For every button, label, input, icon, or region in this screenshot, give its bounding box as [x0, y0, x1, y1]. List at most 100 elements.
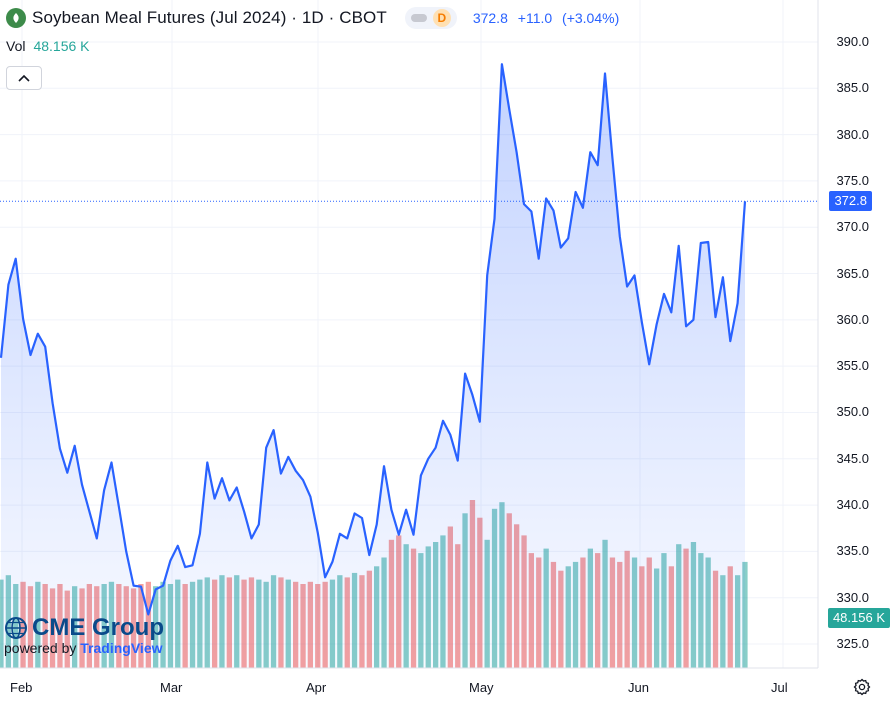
price-point [508, 109, 510, 111]
price-point [339, 533, 341, 535]
price-point [744, 200, 746, 202]
price-point [74, 445, 76, 447]
price-tick-label: 370.0 [836, 219, 869, 235]
price-point [15, 258, 17, 260]
price-point [250, 537, 252, 539]
price-point [626, 286, 628, 288]
time-tick-label: Jun [628, 680, 649, 695]
price-tick-label: 355.0 [836, 358, 869, 374]
price-point [663, 293, 665, 295]
price-point [634, 274, 636, 276]
price-point [656, 323, 658, 325]
volume-tag: 48.156 K [827, 608, 890, 628]
price-point [597, 164, 599, 166]
price-point [516, 151, 518, 153]
price-point [192, 564, 194, 566]
price-point [737, 302, 739, 304]
symbol-title[interactable]: Soybean Meal Futures (Jul 2024) · 1D · C… [32, 8, 387, 27]
price-change-percent: (+3.04%) [562, 10, 620, 26]
gear-icon [853, 678, 871, 696]
chevron-up-icon [18, 74, 30, 82]
time-tick-label: Apr [306, 680, 327, 695]
price-tick-label: 340.0 [836, 497, 869, 513]
price-point [199, 533, 201, 535]
tradingview-brand[interactable]: TradingView [80, 640, 163, 656]
price-point [295, 470, 297, 472]
time-tick-label: Jul [771, 680, 788, 695]
price-point [221, 477, 223, 479]
price-point [619, 235, 621, 237]
price-point [538, 258, 540, 260]
price-point [413, 534, 415, 536]
powered-by-text: powered by [4, 640, 77, 656]
price-point [604, 72, 606, 74]
price-point [169, 560, 171, 562]
price-point [457, 460, 459, 462]
price-point [59, 448, 61, 450]
price-tick-label: 375.0 [836, 172, 869, 188]
market-status-pill[interactable]: D [404, 7, 457, 29]
price-point [331, 561, 333, 563]
price-point [464, 373, 466, 375]
price-point [398, 534, 400, 536]
soybean-logo-icon [6, 8, 26, 28]
price-point [582, 207, 584, 209]
price-point [81, 484, 83, 486]
price-point [722, 276, 724, 278]
price-point [700, 242, 702, 244]
price-point [678, 245, 680, 247]
price-point [273, 429, 275, 431]
price-point [560, 247, 562, 249]
price-point [685, 325, 687, 327]
price-point [405, 509, 407, 511]
price-point [52, 402, 54, 404]
price-point [479, 421, 481, 423]
price-point [494, 218, 496, 220]
price-point [22, 318, 24, 320]
price-tick-label: 350.0 [836, 404, 869, 420]
price-point [155, 588, 157, 590]
time-tick-label: Feb [10, 680, 33, 695]
price-point [692, 319, 694, 321]
watermark: CME Group powered by TradingView [4, 614, 164, 656]
price-tick-label: 325.0 [836, 636, 869, 651]
price-point [435, 447, 437, 449]
price-point [707, 241, 709, 243]
time-tick-label: May [469, 680, 494, 695]
price-tick-label: 385.0 [836, 80, 869, 96]
price-point [390, 509, 392, 511]
price-point [523, 203, 525, 205]
price-point [442, 420, 444, 422]
price-point [37, 333, 39, 335]
price-point [258, 524, 260, 526]
chart-settings-button[interactable] [853, 678, 871, 701]
price-point [0, 357, 2, 359]
price-tick-label: 380.0 [836, 126, 869, 142]
price-point [302, 479, 304, 481]
price-point [567, 237, 569, 239]
price-point [486, 274, 488, 276]
price-point [368, 554, 370, 556]
price-tick-label: 335.0 [836, 543, 869, 559]
interval-badge: D [432, 9, 451, 27]
price-point [214, 498, 216, 500]
price-tick-label: 360.0 [836, 311, 869, 327]
price-point [729, 340, 731, 342]
price-point [280, 473, 282, 475]
price-point [575, 191, 577, 193]
price-point [383, 465, 385, 467]
price-point [552, 210, 554, 212]
price-point [324, 576, 326, 578]
price-point [471, 394, 473, 396]
price-point [29, 354, 31, 356]
price-point [103, 489, 105, 491]
last-price-tag: 372.8 [829, 191, 872, 212]
price-point [449, 434, 451, 436]
collapse-legend-button[interactable] [6, 66, 42, 90]
price-point [715, 316, 717, 318]
volume-label: Vol [6, 38, 26, 54]
price-tick-label: 345.0 [836, 450, 869, 466]
volume-value: 48.156 K [33, 38, 90, 54]
price-point [530, 210, 532, 212]
